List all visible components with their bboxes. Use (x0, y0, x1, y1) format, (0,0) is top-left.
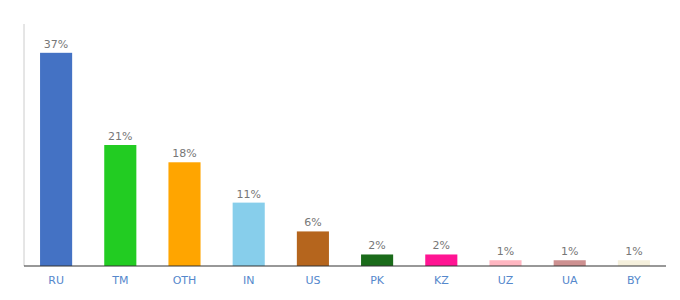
data-label: 1% (625, 245, 642, 258)
x-tick-label: OTH (173, 274, 197, 287)
x-tick-label: UZ (498, 274, 514, 287)
data-label: 37% (44, 38, 68, 51)
bar (425, 254, 457, 266)
x-tick-label: RU (48, 274, 64, 287)
data-label: 2% (433, 239, 450, 252)
x-tick-label: TM (111, 274, 128, 287)
data-label: 21% (108, 130, 132, 143)
bar (297, 231, 329, 266)
y-axis-line (24, 24, 25, 266)
data-label: 18% (172, 147, 196, 160)
bar (489, 260, 521, 266)
data-label: 2% (368, 239, 385, 252)
bar (554, 260, 586, 266)
chart-svg: 37% 21% 18% 11% 6% 2% 2% 1% 1% 1% RU TM OTH IN US PK KZ U… (0, 0, 680, 300)
bar (168, 162, 200, 266)
data-label: 11% (236, 188, 260, 201)
x-tick-label: PK (370, 274, 385, 287)
x-tick-label: UA (562, 274, 578, 287)
bar (104, 145, 136, 266)
bar (361, 254, 393, 266)
bar (40, 53, 72, 266)
x-tick-label: US (305, 274, 320, 287)
data-label: 1% (561, 245, 578, 258)
chart-container: 37% 21% 18% 11% 6% 2% 2% 1% 1% 1% RU TM OTH IN US PK KZ U… (0, 0, 680, 300)
x-tick-label: BY (627, 274, 641, 287)
data-label: 6% (304, 216, 321, 229)
bar (233, 203, 265, 266)
x-tick-label: IN (243, 274, 254, 287)
bars (40, 53, 650, 266)
data-label: 1% (497, 245, 514, 258)
x-tick-label: KZ (434, 274, 449, 287)
bar (618, 260, 650, 266)
x-axis-line (24, 265, 666, 266)
